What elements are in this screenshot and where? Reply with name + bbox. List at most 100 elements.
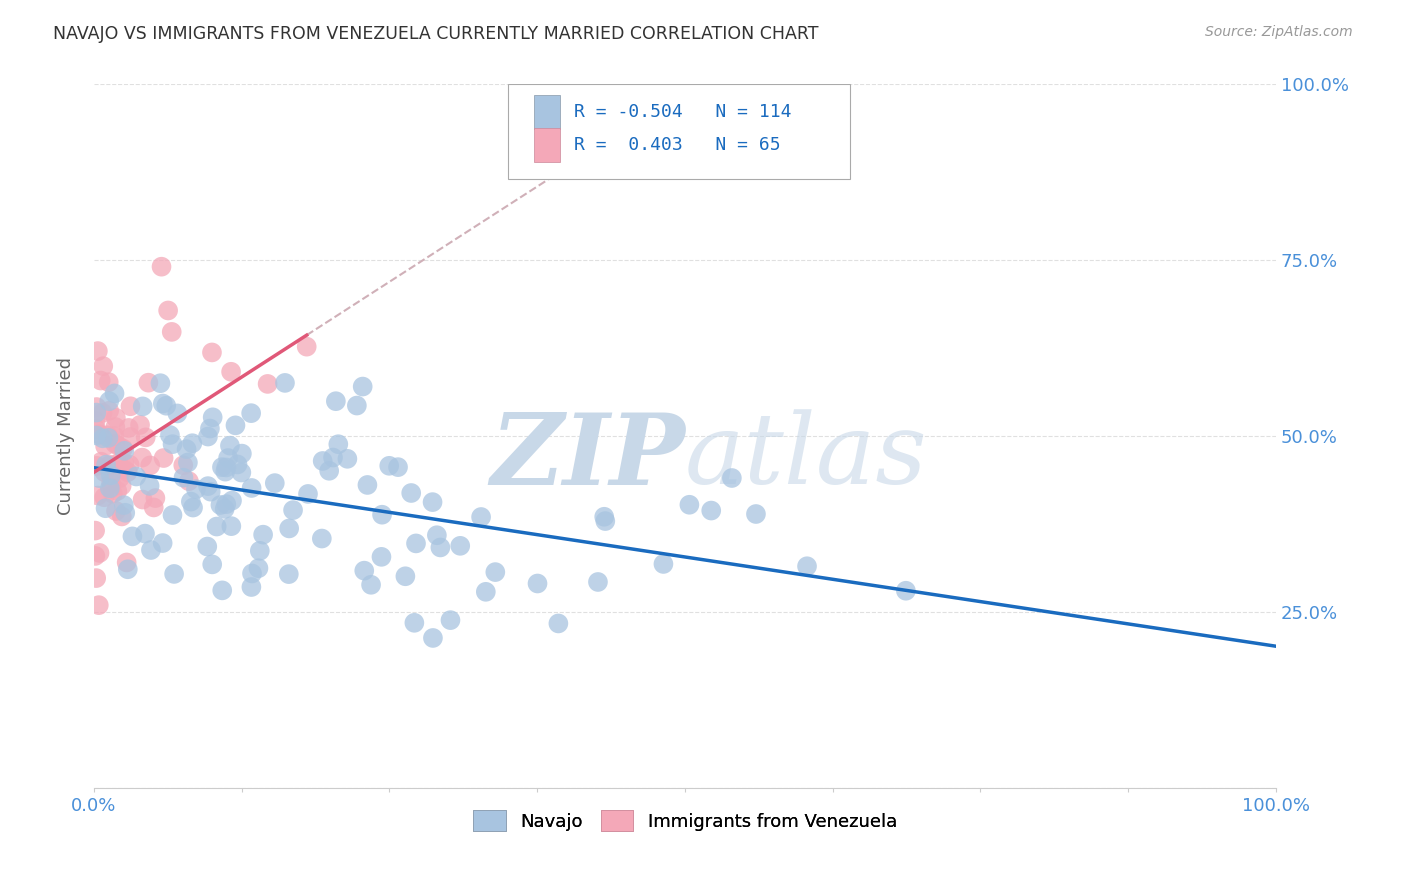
Point [240, 566, 263, 581]
Point [149, 376, 172, 391]
Point [84, 571, 107, 585]
Point [181, 436, 204, 450]
Point [160, 325, 183, 339]
Point [221, 519, 243, 533]
Point [98, 403, 121, 417]
Point [249, 544, 271, 558]
Point [211, 583, 233, 598]
Point [247, 561, 270, 575]
Point [131, 450, 153, 465]
Point [404, 615, 426, 630]
Point [94, 501, 117, 516]
Point [184, 482, 207, 496]
Point [745, 507, 768, 521]
Point [211, 460, 233, 475]
Point [281, 503, 304, 517]
Point [449, 539, 471, 553]
Point [256, 376, 278, 391]
Point [277, 567, 299, 582]
Point [100, 468, 122, 483]
Point [426, 528, 449, 542]
Point [87, 489, 110, 503]
Point [84, 422, 107, 436]
Point [97, 458, 120, 473]
Point [152, 536, 174, 550]
Point [111, 442, 134, 456]
Point [197, 429, 219, 443]
Point [595, 514, 617, 528]
Point [221, 493, 243, 508]
Point [125, 469, 148, 483]
Point [91, 359, 114, 373]
Point [94, 439, 117, 453]
Point [387, 460, 409, 475]
Point [163, 566, 186, 581]
Point [134, 526, 156, 541]
Point [89, 546, 111, 560]
Point [97, 375, 120, 389]
Point [181, 500, 204, 515]
Point [353, 564, 375, 578]
Point [87, 598, 110, 612]
Point [86, 400, 108, 414]
Point [91, 431, 114, 445]
Point [475, 584, 498, 599]
Point [336, 451, 359, 466]
Point [108, 471, 131, 485]
Point [152, 450, 174, 465]
Point [312, 454, 335, 468]
Point [172, 470, 194, 484]
Point [378, 458, 401, 473]
Point [219, 365, 242, 379]
Point [422, 495, 444, 509]
Point [118, 458, 141, 472]
Point [159, 428, 181, 442]
Point [142, 500, 165, 515]
Y-axis label: Currently Married: Currently Married [58, 357, 75, 515]
Text: atlas: atlas [685, 409, 928, 505]
Point [209, 498, 232, 512]
Point [360, 578, 382, 592]
Point [205, 519, 228, 533]
Point [100, 458, 122, 472]
Point [107, 457, 129, 471]
Point [346, 399, 368, 413]
Point [138, 376, 160, 390]
Point [89, 471, 111, 485]
Point [200, 484, 222, 499]
Point [176, 442, 198, 457]
Point [439, 613, 461, 627]
Text: ZIP: ZIP [489, 409, 685, 506]
Point [894, 583, 917, 598]
Point [177, 455, 200, 469]
Point [100, 482, 122, 496]
Point [98, 481, 121, 495]
Point [166, 406, 188, 420]
Point [90, 374, 112, 388]
Point [131, 492, 153, 507]
Point [98, 394, 121, 409]
Point [278, 521, 301, 535]
Point [231, 466, 253, 480]
Point [322, 450, 344, 465]
Point [90, 455, 112, 469]
Point [112, 462, 135, 476]
Point [103, 386, 125, 401]
Point [195, 540, 218, 554]
Point [177, 474, 200, 488]
Point [135, 430, 157, 444]
Point [152, 396, 174, 410]
Point [100, 476, 122, 491]
Point [112, 443, 135, 458]
Point [112, 498, 135, 512]
Point [224, 418, 246, 433]
Point [139, 543, 162, 558]
Point [547, 616, 569, 631]
Point [97, 431, 120, 445]
Point [84, 428, 107, 442]
Point [131, 400, 153, 414]
Point [101, 486, 124, 500]
Point [104, 504, 127, 518]
Point [678, 498, 700, 512]
Point [394, 569, 416, 583]
